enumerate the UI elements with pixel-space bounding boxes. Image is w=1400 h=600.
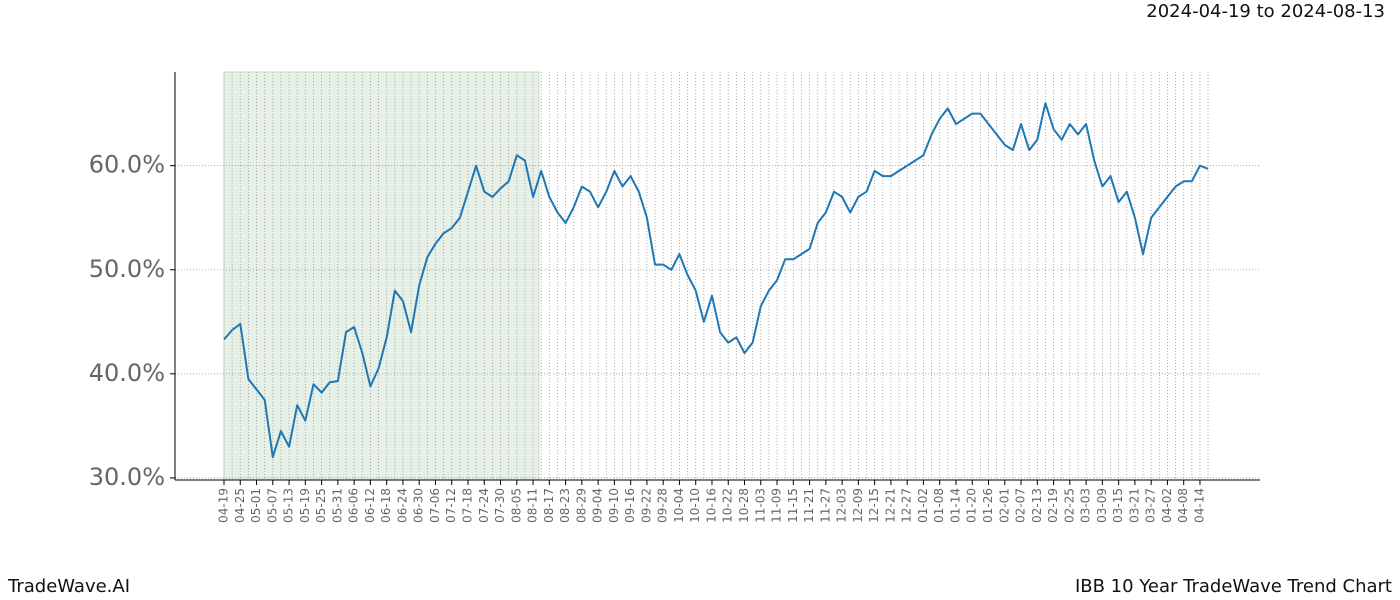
x-tick-label: 05-13 xyxy=(282,488,296,523)
x-tick-label: 06-30 xyxy=(412,488,426,523)
x-tick-label: 08-11 xyxy=(526,488,540,523)
x-tick-label: 09-28 xyxy=(656,488,670,523)
x-tick-label: 12-21 xyxy=(883,488,897,523)
x-tick-label: 11-27 xyxy=(818,488,832,523)
x-tick-label: 04-02 xyxy=(1160,488,1174,523)
x-tick-label: 04-08 xyxy=(1176,488,1190,523)
x-tick-label: 09-16 xyxy=(623,488,637,523)
y-tick-label: 60.0% xyxy=(89,151,165,179)
x-tick-label: 11-15 xyxy=(786,488,800,523)
x-tick-label: 03-03 xyxy=(1079,488,1093,523)
x-tick-label: 11-21 xyxy=(802,488,816,523)
x-tick-label: 06-18 xyxy=(379,488,393,523)
x-tick-label: 11-03 xyxy=(753,488,767,523)
plot xyxy=(223,102,1209,459)
x-tick-label: 04-14 xyxy=(1192,488,1206,523)
x-tick-label: 05-25 xyxy=(314,488,328,523)
x-tick-label: 10-10 xyxy=(688,488,702,523)
x-tick-label: 02-07 xyxy=(1014,488,1028,523)
date-range: 2024-04-19 to 2024-08-13 xyxy=(1146,1,1385,22)
x-tick-label: 06-12 xyxy=(363,488,377,523)
x-tick-label: 12-15 xyxy=(867,488,881,523)
x-tick-label: 09-04 xyxy=(591,488,605,523)
x-tick-label: 06-24 xyxy=(395,488,409,523)
x-tick-label: 07-06 xyxy=(428,488,442,523)
x-tick-label: 11-09 xyxy=(770,488,784,523)
highlight-region xyxy=(223,71,540,481)
x-tick-label: 03-15 xyxy=(1111,488,1125,523)
x-tick-label: 01-08 xyxy=(932,488,946,523)
x-tick-label: 04-19 xyxy=(217,488,231,523)
x-tick-label: 01-26 xyxy=(981,488,995,523)
x-tick-label: 12-09 xyxy=(851,488,865,523)
x-tick-label: 05-01 xyxy=(249,488,263,523)
x-tick-label: 05-07 xyxy=(265,488,279,523)
y-tick-label: 40.0% xyxy=(89,359,165,387)
x-tick-label: 01-14 xyxy=(948,488,962,523)
x-tick-label: 07-18 xyxy=(460,488,474,523)
x-tick-label: 02-25 xyxy=(1062,488,1076,523)
x-tick-label: 06-06 xyxy=(347,488,361,523)
x-tick-label: 12-27 xyxy=(900,488,914,523)
chart-title: IBB 10 Year TradeWave Trend Chart xyxy=(1075,576,1392,597)
x-tick-label: 10-16 xyxy=(704,488,718,523)
x-tick-label: 10-04 xyxy=(672,488,686,523)
x-tick-label: 07-12 xyxy=(444,488,458,523)
x-tick-label: 02-19 xyxy=(1046,488,1060,523)
x-tick-label: 08-17 xyxy=(542,488,556,523)
brand: TradeWave.AI xyxy=(7,576,130,597)
x-tick-label: 08-29 xyxy=(574,488,588,523)
x-tick-label: 04-25 xyxy=(233,488,247,523)
x-tick-label: 03-27 xyxy=(1144,488,1158,523)
x-tick-label: 03-21 xyxy=(1127,488,1141,523)
x-tick-label: 05-19 xyxy=(298,488,312,523)
x-tick-label: 07-24 xyxy=(477,488,491,523)
x-tick-label: 09-10 xyxy=(607,488,621,523)
x-tick-label: 08-05 xyxy=(509,488,523,523)
x-tick-label: 12-03 xyxy=(835,488,849,523)
x-tick-label: 07-30 xyxy=(493,488,507,523)
x-tick-label: 08-23 xyxy=(558,488,572,523)
y-tick-label: 30.0% xyxy=(89,463,165,491)
grid xyxy=(175,72,1260,480)
x-tick-label: 02-01 xyxy=(997,488,1011,523)
x-tick-label: 05-31 xyxy=(330,488,344,523)
x-tick-label: 03-09 xyxy=(1095,488,1109,523)
x-tick-label: 10-22 xyxy=(721,488,735,523)
x-tick-label: 01-02 xyxy=(916,488,930,523)
x-tick-label: 10-28 xyxy=(737,488,751,523)
x-tick-label: 02-13 xyxy=(1030,488,1044,523)
trend-line xyxy=(223,102,1209,459)
y-tick-label: 50.0% xyxy=(89,255,165,283)
x-tick-label: 01-20 xyxy=(965,488,979,523)
x-tick-label: 09-22 xyxy=(639,488,653,523)
